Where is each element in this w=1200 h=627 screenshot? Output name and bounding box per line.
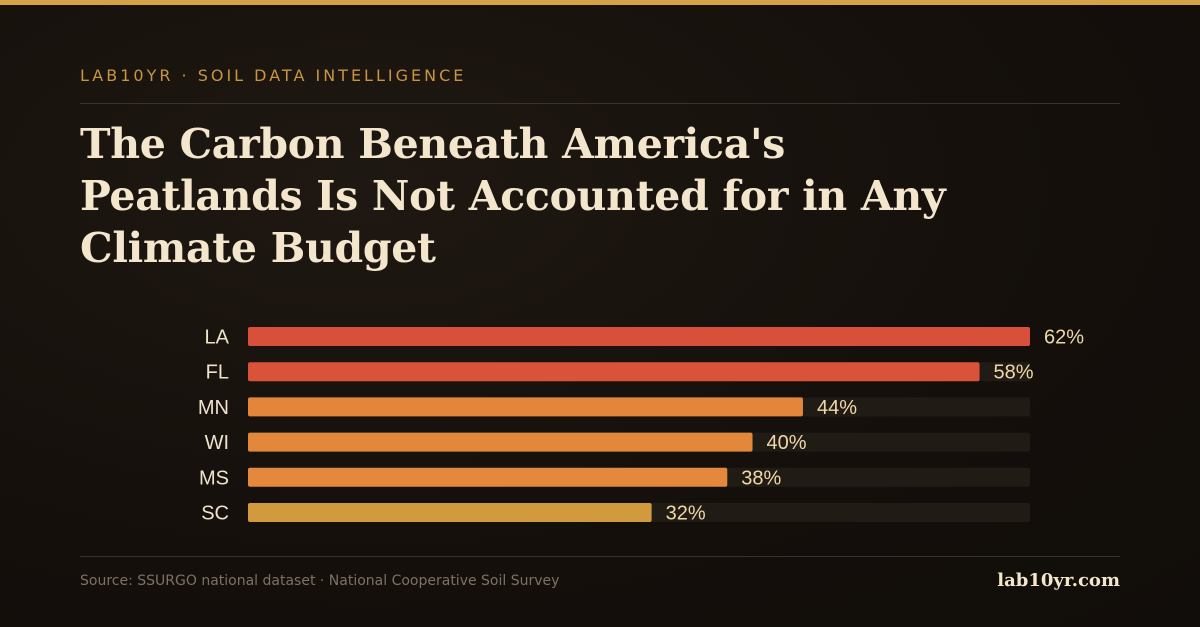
- kicker: LAB10YR · SOIL DATA INTELLIGENCE: [80, 66, 467, 85]
- bar-wi: [248, 432, 753, 452]
- value-label: 38%: [741, 467, 781, 489]
- category-label: LA: [205, 327, 230, 349]
- page-title: The Carbon Beneath America's Peatlands I…: [80, 120, 946, 272]
- header-divider: [80, 103, 1120, 104]
- top-accent-rule: [0, 0, 1200, 5]
- source-note: Source: SSURGO national dataset · Nation…: [80, 573, 560, 589]
- category-label: MS: [199, 467, 229, 489]
- category-label: MN: [198, 397, 229, 419]
- bar-ms: [248, 467, 728, 487]
- value-label: 32%: [666, 503, 706, 525]
- value-label: 62%: [1044, 327, 1084, 349]
- category-label: WI: [205, 432, 229, 454]
- value-label: 44%: [817, 397, 857, 419]
- category-label: FL: [206, 362, 229, 384]
- bar-mn: [248, 397, 803, 417]
- bar-chart: LA 62% FL 58% MN 44% WI 40% MS 38% SC 32%: [198, 327, 1084, 525]
- bar-la: [248, 327, 1030, 346]
- bar-fl: [248, 362, 980, 382]
- category-label: SC: [201, 503, 229, 525]
- footer-divider: [80, 556, 1120, 557]
- brand-link[interactable]: lab10yr.com: [997, 570, 1120, 591]
- value-label: 40%: [767, 432, 807, 454]
- bar-sc: [248, 503, 652, 522]
- value-label: 58%: [994, 362, 1034, 384]
